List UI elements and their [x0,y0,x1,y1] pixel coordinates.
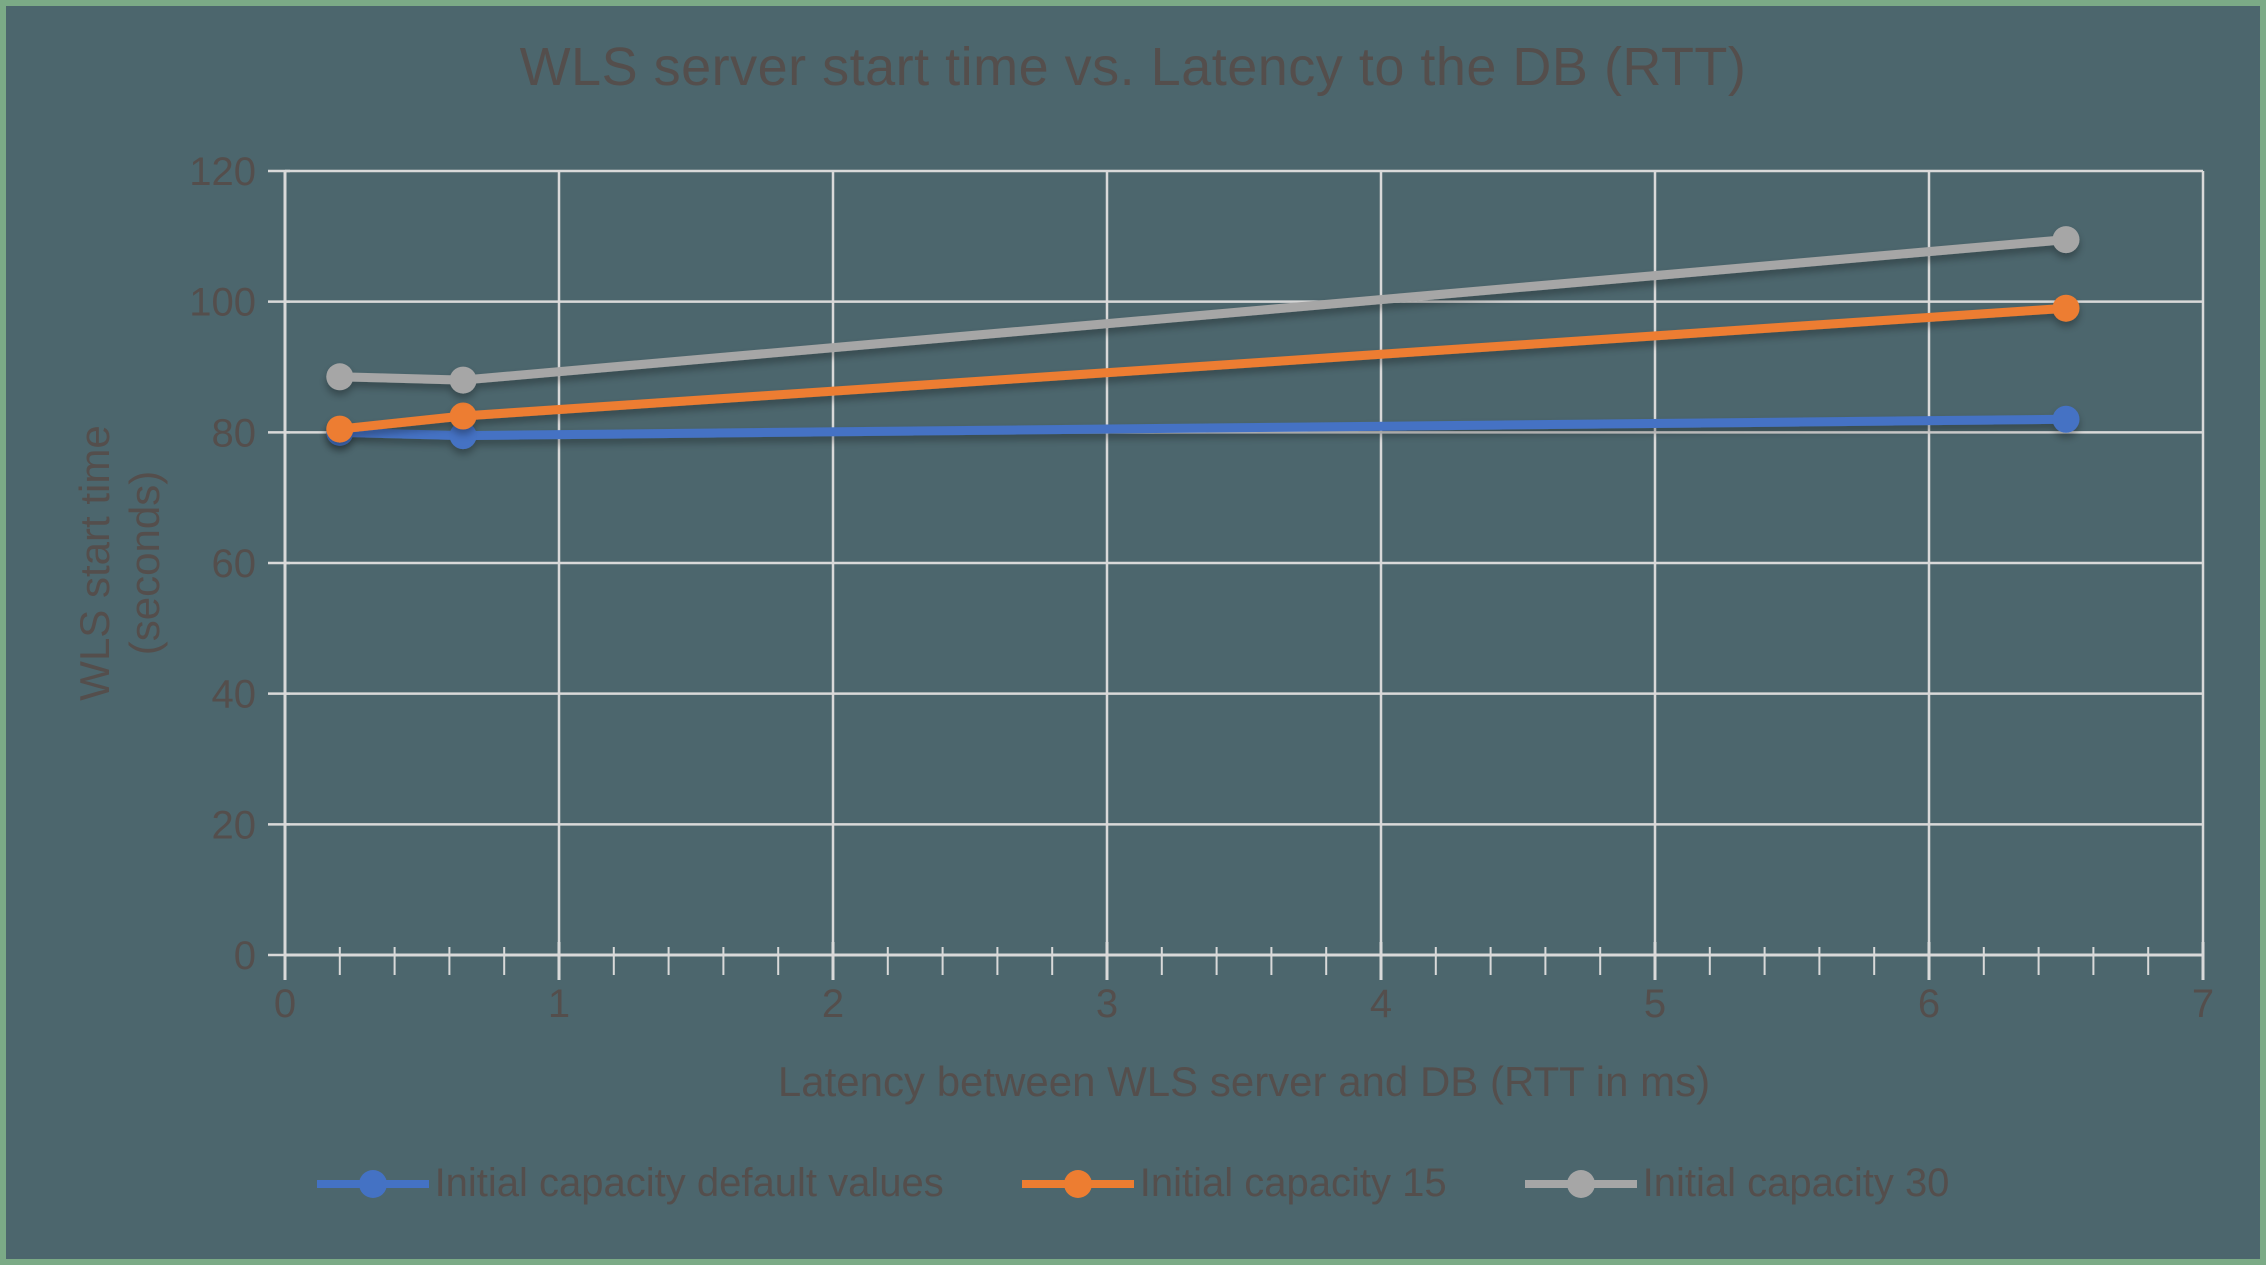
legend-item-initial-capacity-15: Initial capacity 15 [1021,1161,1447,1206]
series-1 [326,294,2080,443]
plot-area: 0 20 40 60 80 100 120 0 1 2 3 4 5 6 7 [189,150,2214,1026]
series-line [335,235,2071,385]
data-point [2052,405,2080,433]
y-tick-label: 120 [189,150,256,194]
x-tick-label: 6 [1918,982,1940,1026]
y-tick-label: 80 [212,411,257,455]
series-0 [326,405,2080,450]
y-tick-label: 100 [189,281,256,325]
chart-title: WLS server start time vs. Latency to the… [519,37,1747,97]
x-tick-label: 0 [274,982,296,1026]
y-axis-title: WLS start time (seconds) [70,163,180,963]
data-point [326,363,354,391]
x-tick-label: 2 [822,982,844,1026]
x-axis-title: Latency between WLS server and DB (RTT i… [777,1058,1711,1105]
x-tick-label: 1 [548,982,570,1026]
legend-item-initial-capacity-30: Initial capacity 30 [1524,1161,1950,1206]
legend-label: Initial capacity default values [434,1161,944,1205]
y-tick-label: 40 [212,673,257,717]
legend-marker-line-dot-icon [1021,1169,1134,1198]
y-tick-label: 0 [234,934,256,978]
data-point [2052,294,2080,322]
chart-background: WLS server start time vs. Latency to the… [6,6,2260,1259]
y-tick-label: 60 [212,542,257,586]
data-point [326,415,354,443]
x-tick-label: 3 [1096,982,1118,1026]
y-axis-title-line1: WLS start time [71,425,118,701]
y-tick-label: 20 [212,803,257,847]
legend-marker-line-dot-icon [316,1169,429,1198]
data-point [449,366,477,394]
chart-legend: Initial capacity default values Initial … [6,1161,2260,1206]
legend-marker-line-dot-icon [1524,1169,1637,1198]
series-2 [326,226,2080,394]
legend-label: Initial capacity 30 [1642,1161,1950,1205]
data-point [2052,226,2080,254]
data-point [449,422,477,450]
x-tick-label: 5 [1644,982,1666,1026]
x-tick-label: 7 [2192,982,2214,1026]
legend-item-initial-capacity-default: Initial capacity default values [316,1161,944,1206]
data-point [449,402,477,430]
y-axis-title-line2: (seconds) [120,470,168,656]
legend-label: Initial capacity 15 [1139,1161,1447,1205]
x-tick-label: 4 [1370,982,1392,1026]
